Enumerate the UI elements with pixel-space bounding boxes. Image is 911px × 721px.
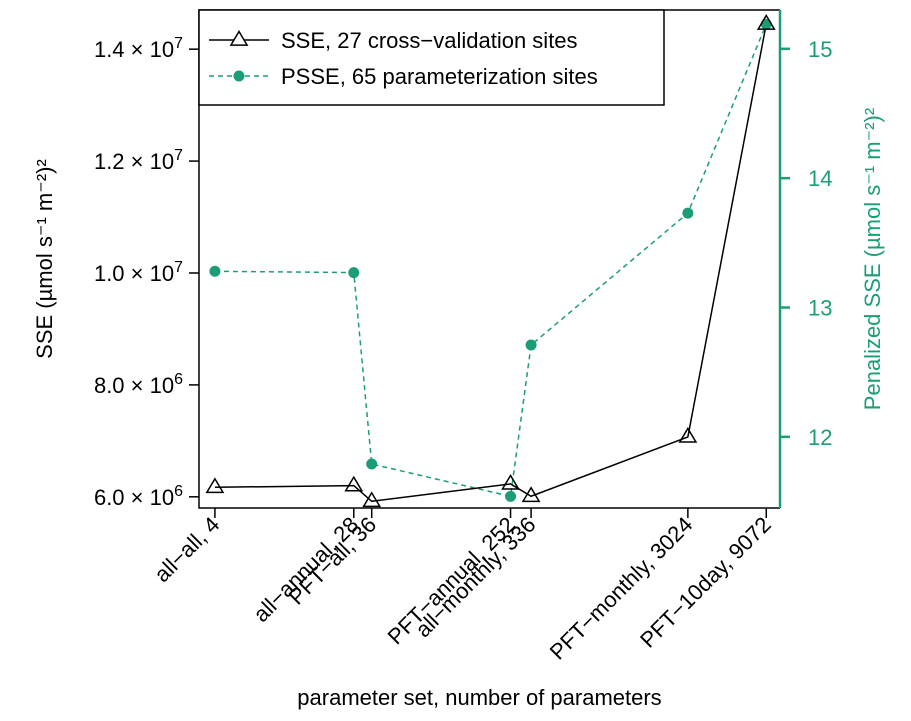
x-tick-label: PFT−monthly, 3024 <box>545 512 698 665</box>
psse-point <box>505 490 517 502</box>
right-axis-title-text: Penalized SSE (µmol s⁻¹ m⁻²)² <box>860 108 885 410</box>
psse-point <box>682 207 694 219</box>
legend-sse-label: SSE, 27 cross−validation sites <box>281 28 578 53</box>
legend-psse-label: PSSE, 65 parameterization sites <box>281 64 598 89</box>
left-tick-label: 1.0 × 107 <box>94 259 183 286</box>
psse-point <box>348 267 360 279</box>
sse-line <box>214 23 767 503</box>
psse-point <box>366 458 378 470</box>
x-tick-label: all−monthly, 336 <box>410 512 540 642</box>
left-tick-label: 1.4 × 107 <box>94 35 183 62</box>
sse-point <box>521 486 541 503</box>
left-axis-title: SSE (µmol s⁻¹ m⁻²)² <box>32 159 57 359</box>
x-tick-label: all−all, 4 <box>149 512 224 587</box>
x-axis-title: parameter set, number of parameters <box>297 685 661 710</box>
right-tick-label: 15 <box>808 37 832 62</box>
left-tick-label: 1.2 × 107 <box>94 147 183 174</box>
legend-sse-marker <box>229 30 249 46</box>
sse-point <box>205 477 225 494</box>
legend: SSE, 27 cross−validation sites PSSE, 65 p… <box>198 9 665 106</box>
left-tick-label: 8.0 × 106 <box>94 371 183 398</box>
sse-point <box>344 475 364 492</box>
right-tick-label: 12 <box>808 425 832 450</box>
left-tick-label: 6.0 × 106 <box>94 483 183 510</box>
legend-box <box>198 9 665 106</box>
psse-point <box>209 265 221 277</box>
legend-psse-marker <box>233 70 245 82</box>
psse-point <box>525 339 537 351</box>
sse-point <box>501 473 520 490</box>
x-tick-label: PFT−10day, 9072 <box>635 512 776 653</box>
x-tick-label: PFT−annual, 252 <box>383 512 520 649</box>
right-tick-label: 13 <box>808 296 832 321</box>
sse-point <box>362 491 382 508</box>
sse-point <box>756 14 776 30</box>
plot-area: 6.0 × 106 8.0 × 106 1.0 × 107 1.2 × 107 1.4 … <box>94 9 832 665</box>
sse-point <box>678 426 698 443</box>
right-axis-title: Penalized SSE (µmol s⁻¹ m⁻²)² <box>860 108 885 410</box>
psse-point <box>760 18 772 30</box>
left-axis-title-text: SSE (µmol s⁻¹ m⁻²)² <box>32 159 57 359</box>
right-tick-label: 14 <box>808 166 832 191</box>
